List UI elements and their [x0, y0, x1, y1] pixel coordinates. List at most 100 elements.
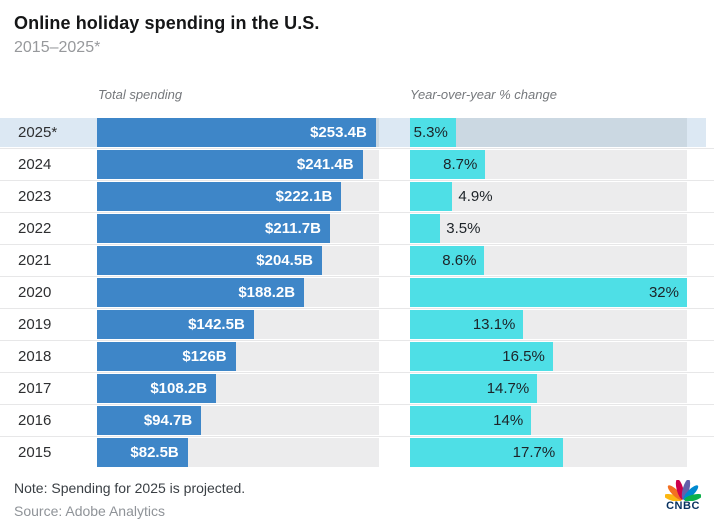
chart-row: 2018 $126B 16.5%	[0, 342, 706, 371]
spending-bar: $94.7B	[97, 406, 202, 435]
column-header-yoy-change: Year-over-year % change	[410, 87, 557, 102]
spending-bar-track: $142.5B	[97, 310, 379, 339]
chart-row: 2015 $82.5B 17.7%	[0, 438, 706, 467]
year-label: 2023	[18, 188, 52, 205]
row-separator	[0, 403, 714, 406]
spending-value-label: $94.7B	[143, 412, 193, 429]
yoy-bar-track: 8.7%	[410, 150, 687, 179]
row-separator	[0, 307, 714, 310]
column-gap	[379, 374, 410, 403]
row-tail	[687, 214, 706, 243]
chart-footer: Note: Spending for 2025 is projected. So…	[0, 480, 714, 520]
yoy-bar: 8.6%	[410, 246, 485, 275]
yoy-bar-track: 5.3%	[410, 118, 687, 147]
spending-value-label: $82.5B	[130, 444, 179, 461]
yoy-bar: 5.3%	[410, 118, 456, 147]
row-separator	[0, 435, 714, 438]
spending-bar: $188.2B	[97, 278, 305, 307]
year-label: 2025*	[18, 124, 58, 141]
yoy-value-label: 8.7%	[443, 156, 478, 173]
yoy-bar: 17.7%	[410, 438, 564, 467]
column-gap	[379, 406, 410, 435]
yoy-value-label: 5.3%	[413, 124, 448, 141]
spending-bar-track: $204.5B	[97, 246, 379, 275]
row-tail	[687, 246, 706, 275]
column-gap	[379, 438, 410, 467]
spending-bar-track: $211.7B	[97, 214, 379, 243]
yoy-bar: 8.7%	[410, 150, 486, 179]
yoy-value-label: 16.5%	[502, 348, 545, 365]
spending-value-label: $142.5B	[188, 316, 245, 333]
note-text: Note: Spending for 2025 is projected.	[14, 480, 246, 496]
yoy-value-label: 13.1%	[472, 316, 516, 333]
column-gap	[379, 182, 410, 211]
column-gap	[379, 118, 410, 147]
chart-row: 2016 $94.7B 14%	[0, 406, 706, 435]
spending-bar-track: $108.2B	[97, 374, 379, 403]
row-tail	[687, 182, 706, 211]
yoy-value-label: 8.6%	[442, 252, 477, 269]
chart-row: 2017 $108.2B 14.7%	[0, 374, 706, 403]
chart-row: 2024 $241.4B 8.7%	[0, 150, 706, 179]
spending-bar: $211.7B	[97, 214, 330, 243]
yoy-value-label: 14%	[493, 412, 524, 429]
yoy-bar-track: 3.5%	[410, 214, 687, 243]
spending-value-label: $211.7B	[265, 220, 321, 237]
year-label: 2015	[18, 444, 52, 461]
column-header-total-spending: Total spending	[98, 87, 183, 102]
cnbc-logo: CNBC	[661, 480, 705, 512]
spending-bar: $222.1B	[97, 182, 342, 211]
spending-bar-track: $82.5B	[97, 438, 379, 467]
row-tail	[687, 406, 706, 435]
spending-value-label: $222.1B	[275, 188, 333, 205]
year-label: 2018	[18, 348, 52, 365]
year-label: 2017	[18, 380, 52, 397]
spending-value-label: $253.4B	[310, 124, 367, 141]
spending-bar-track: $94.7B	[97, 406, 379, 435]
spending-bar: $82.5B	[97, 438, 188, 467]
spending-value-label: $126B	[182, 348, 227, 365]
yoy-value-label: 17.7%	[512, 444, 556, 461]
page-title: Online holiday spending in the U.S.	[14, 13, 320, 33]
yoy-bar-track: 13.1%	[410, 310, 687, 339]
column-headers: Total spending Year-over-year % change	[0, 87, 714, 102]
row-separator	[0, 371, 714, 374]
column-gap	[379, 150, 410, 179]
spending-bar: $108.2B	[97, 374, 217, 403]
source-text: Source: Adobe Analytics	[14, 503, 165, 519]
yoy-bar-track: 14%	[410, 406, 687, 435]
chart-row: 2025* $253.4B 5.3%	[0, 118, 706, 147]
spending-value-label: $188.2B	[238, 284, 296, 301]
row-separator	[0, 339, 714, 342]
spending-value-label: $204.5B	[256, 252, 313, 269]
yoy-bar-track: 16.5%	[410, 342, 687, 371]
year-label: 2024	[18, 156, 52, 173]
spending-bar: $126B	[97, 342, 236, 371]
row-tail	[687, 342, 706, 371]
peacock-icon	[665, 480, 701, 501]
yoy-bar-track: 14.7%	[410, 374, 687, 403]
year-label: 2020	[18, 284, 52, 301]
chart-header: Online holiday spending in the U.S. 2015…	[0, 0, 714, 57]
spending-bar-track: $241.4B	[97, 150, 379, 179]
column-gap	[379, 310, 410, 339]
spending-bar-track: $126B	[97, 342, 379, 371]
year-label: 2016	[18, 412, 52, 429]
row-separator	[0, 147, 714, 150]
row-separator	[0, 211, 714, 214]
row-tail	[687, 118, 706, 147]
yoy-value-label: 14.7%	[486, 380, 530, 397]
row-tail	[687, 438, 706, 467]
spending-bar: $204.5B	[97, 246, 322, 275]
spending-bar-track: $188.2B	[97, 278, 379, 307]
column-gap	[379, 214, 410, 243]
row-tail	[687, 374, 706, 403]
chart-row: 2020 $188.2B 32%	[0, 278, 706, 307]
year-label: 2019	[18, 316, 52, 333]
subtitle: 2015–2025*	[14, 39, 101, 56]
chart-row: 2019 $142.5B 13.1%	[0, 310, 706, 339]
yoy-bar-track: 8.6%	[410, 246, 687, 275]
row-separator	[0, 243, 714, 246]
yoy-value-label: 3.5%	[446, 220, 481, 237]
row-tail	[687, 150, 706, 179]
